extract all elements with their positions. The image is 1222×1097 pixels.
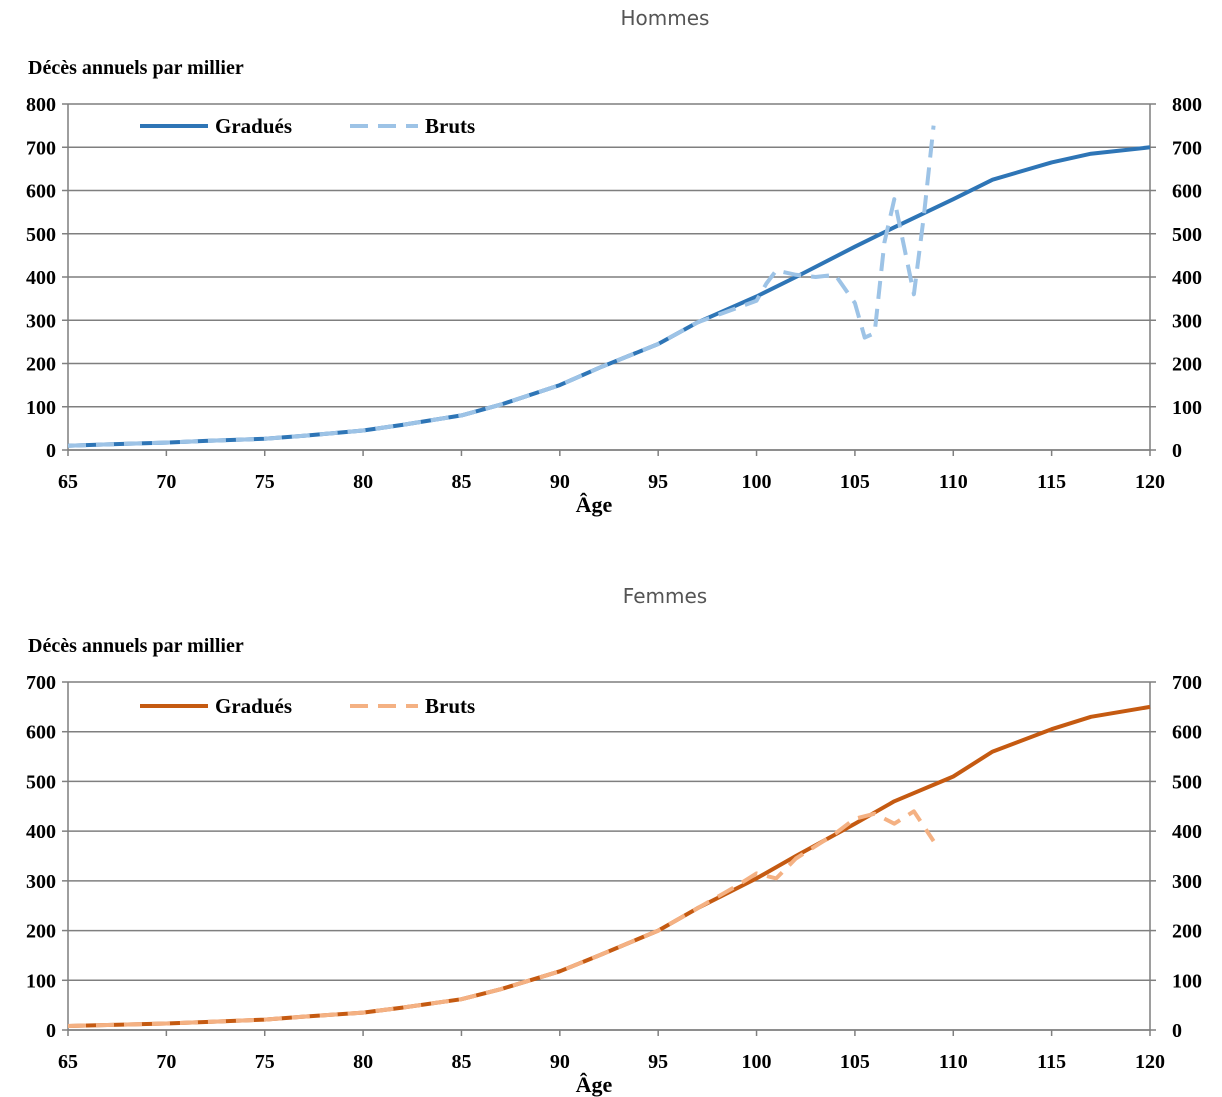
y-tick-label-right: 700 bbox=[1172, 137, 1202, 159]
chart-title: Hommes bbox=[620, 6, 710, 30]
y-axis-label: Décès annuels par millier bbox=[28, 57, 244, 79]
mortality-chart-men: Décès annuels par millier 0 0 100 100 200 200 3… bbox=[26, 57, 1202, 517]
y-tick-label-right: 200 bbox=[1172, 354, 1202, 376]
y-tick-label-left: 200 bbox=[26, 354, 56, 376]
x-tick-label: 85 bbox=[451, 471, 471, 493]
x-tick-label: 90 bbox=[550, 1051, 570, 1073]
x-axis-label: Âge bbox=[576, 492, 613, 517]
y-tick-label-left: 300 bbox=[26, 871, 56, 893]
x-tick-label: 105 bbox=[840, 1051, 870, 1073]
y-tick-label-right: 500 bbox=[1172, 771, 1202, 793]
y-tick-label-left: 100 bbox=[26, 970, 56, 992]
y-tick-label-left: 400 bbox=[26, 821, 56, 843]
y-tick-label-right: 400 bbox=[1172, 267, 1202, 289]
y-tick-label-right: 100 bbox=[1172, 397, 1202, 419]
y-tick-label-left: 200 bbox=[26, 921, 56, 943]
x-tick-label: 110 bbox=[939, 471, 968, 493]
x-tick-label: 115 bbox=[1037, 471, 1066, 493]
legend-label: Gradués bbox=[215, 114, 292, 138]
series-line-bruts bbox=[67, 125, 936, 448]
y-tick-label-right: 400 bbox=[1172, 821, 1202, 843]
x-tick-label: 65 bbox=[58, 471, 78, 493]
y-tick-label-right: 500 bbox=[1172, 224, 1202, 246]
x-axis-label: Âge bbox=[576, 1072, 613, 1097]
y-tick-label-right: 0 bbox=[1172, 440, 1182, 462]
legend-label: Bruts bbox=[425, 114, 475, 138]
chart-title: Femmes bbox=[622, 584, 708, 608]
y-tick-label-left: 700 bbox=[26, 672, 56, 694]
x-tick-label: 95 bbox=[648, 1051, 668, 1073]
y-tick-label-left: 0 bbox=[46, 1020, 56, 1042]
x-tick-label: 110 bbox=[939, 1051, 968, 1073]
y-tick-label-right: 100 bbox=[1172, 970, 1202, 992]
y-tick-label-left: 800 bbox=[26, 94, 56, 116]
y-tick-label-right: 300 bbox=[1172, 310, 1202, 332]
x-tick-label: 120 bbox=[1135, 1051, 1165, 1073]
y-tick-label-right: 200 bbox=[1172, 921, 1202, 943]
y-tick-label-left: 0 bbox=[46, 440, 56, 462]
x-tick-label: 80 bbox=[353, 471, 373, 493]
x-tick-label: 95 bbox=[648, 471, 668, 493]
y-tick-label-right: 300 bbox=[1172, 871, 1202, 893]
x-tick-label: 115 bbox=[1037, 1051, 1066, 1073]
x-tick-label: 75 bbox=[255, 1051, 275, 1073]
x-tick-label: 105 bbox=[840, 471, 870, 493]
y-tick-label-left: 600 bbox=[26, 181, 56, 203]
y-tick-label-left: 300 bbox=[26, 310, 56, 332]
series-line-gradues bbox=[67, 704, 1151, 1028]
y-tick-label-right: 700 bbox=[1172, 672, 1202, 694]
series-line-gradues bbox=[67, 145, 1151, 448]
x-tick-label: 90 bbox=[550, 471, 570, 493]
y-tick-label-left: 400 bbox=[26, 267, 56, 289]
y-tick-label-left: 500 bbox=[26, 224, 56, 246]
legend-label: Bruts bbox=[425, 694, 475, 718]
x-tick-label: 70 bbox=[156, 1051, 176, 1073]
y-tick-label-right: 0 bbox=[1172, 1020, 1182, 1042]
x-tick-label: 80 bbox=[353, 1051, 373, 1073]
x-tick-label: 100 bbox=[742, 1051, 772, 1073]
y-tick-label-right: 600 bbox=[1172, 722, 1202, 744]
x-tick-label: 100 bbox=[742, 471, 772, 493]
x-tick-label: 85 bbox=[451, 1051, 471, 1073]
x-tick-label: 70 bbox=[156, 471, 176, 493]
y-tick-label-left: 100 bbox=[26, 397, 56, 419]
y-tick-label-right: 800 bbox=[1172, 94, 1202, 116]
y-tick-label-left: 500 bbox=[26, 771, 56, 793]
y-tick-label-right: 600 bbox=[1172, 181, 1202, 203]
y-tick-label-left: 700 bbox=[26, 137, 56, 159]
series-line-bruts bbox=[67, 809, 936, 1028]
x-tick-label: 75 bbox=[255, 471, 275, 493]
legend-label: Gradués bbox=[215, 694, 292, 718]
x-tick-label: 120 bbox=[1135, 471, 1165, 493]
y-tick-label-left: 600 bbox=[26, 722, 56, 744]
mortality-chart-women: Décès annuels par millier 0 0 100 100 200 200 3… bbox=[26, 635, 1202, 1097]
y-axis-label: Décès annuels par millier bbox=[28, 635, 244, 657]
x-tick-label: 65 bbox=[58, 1051, 78, 1073]
